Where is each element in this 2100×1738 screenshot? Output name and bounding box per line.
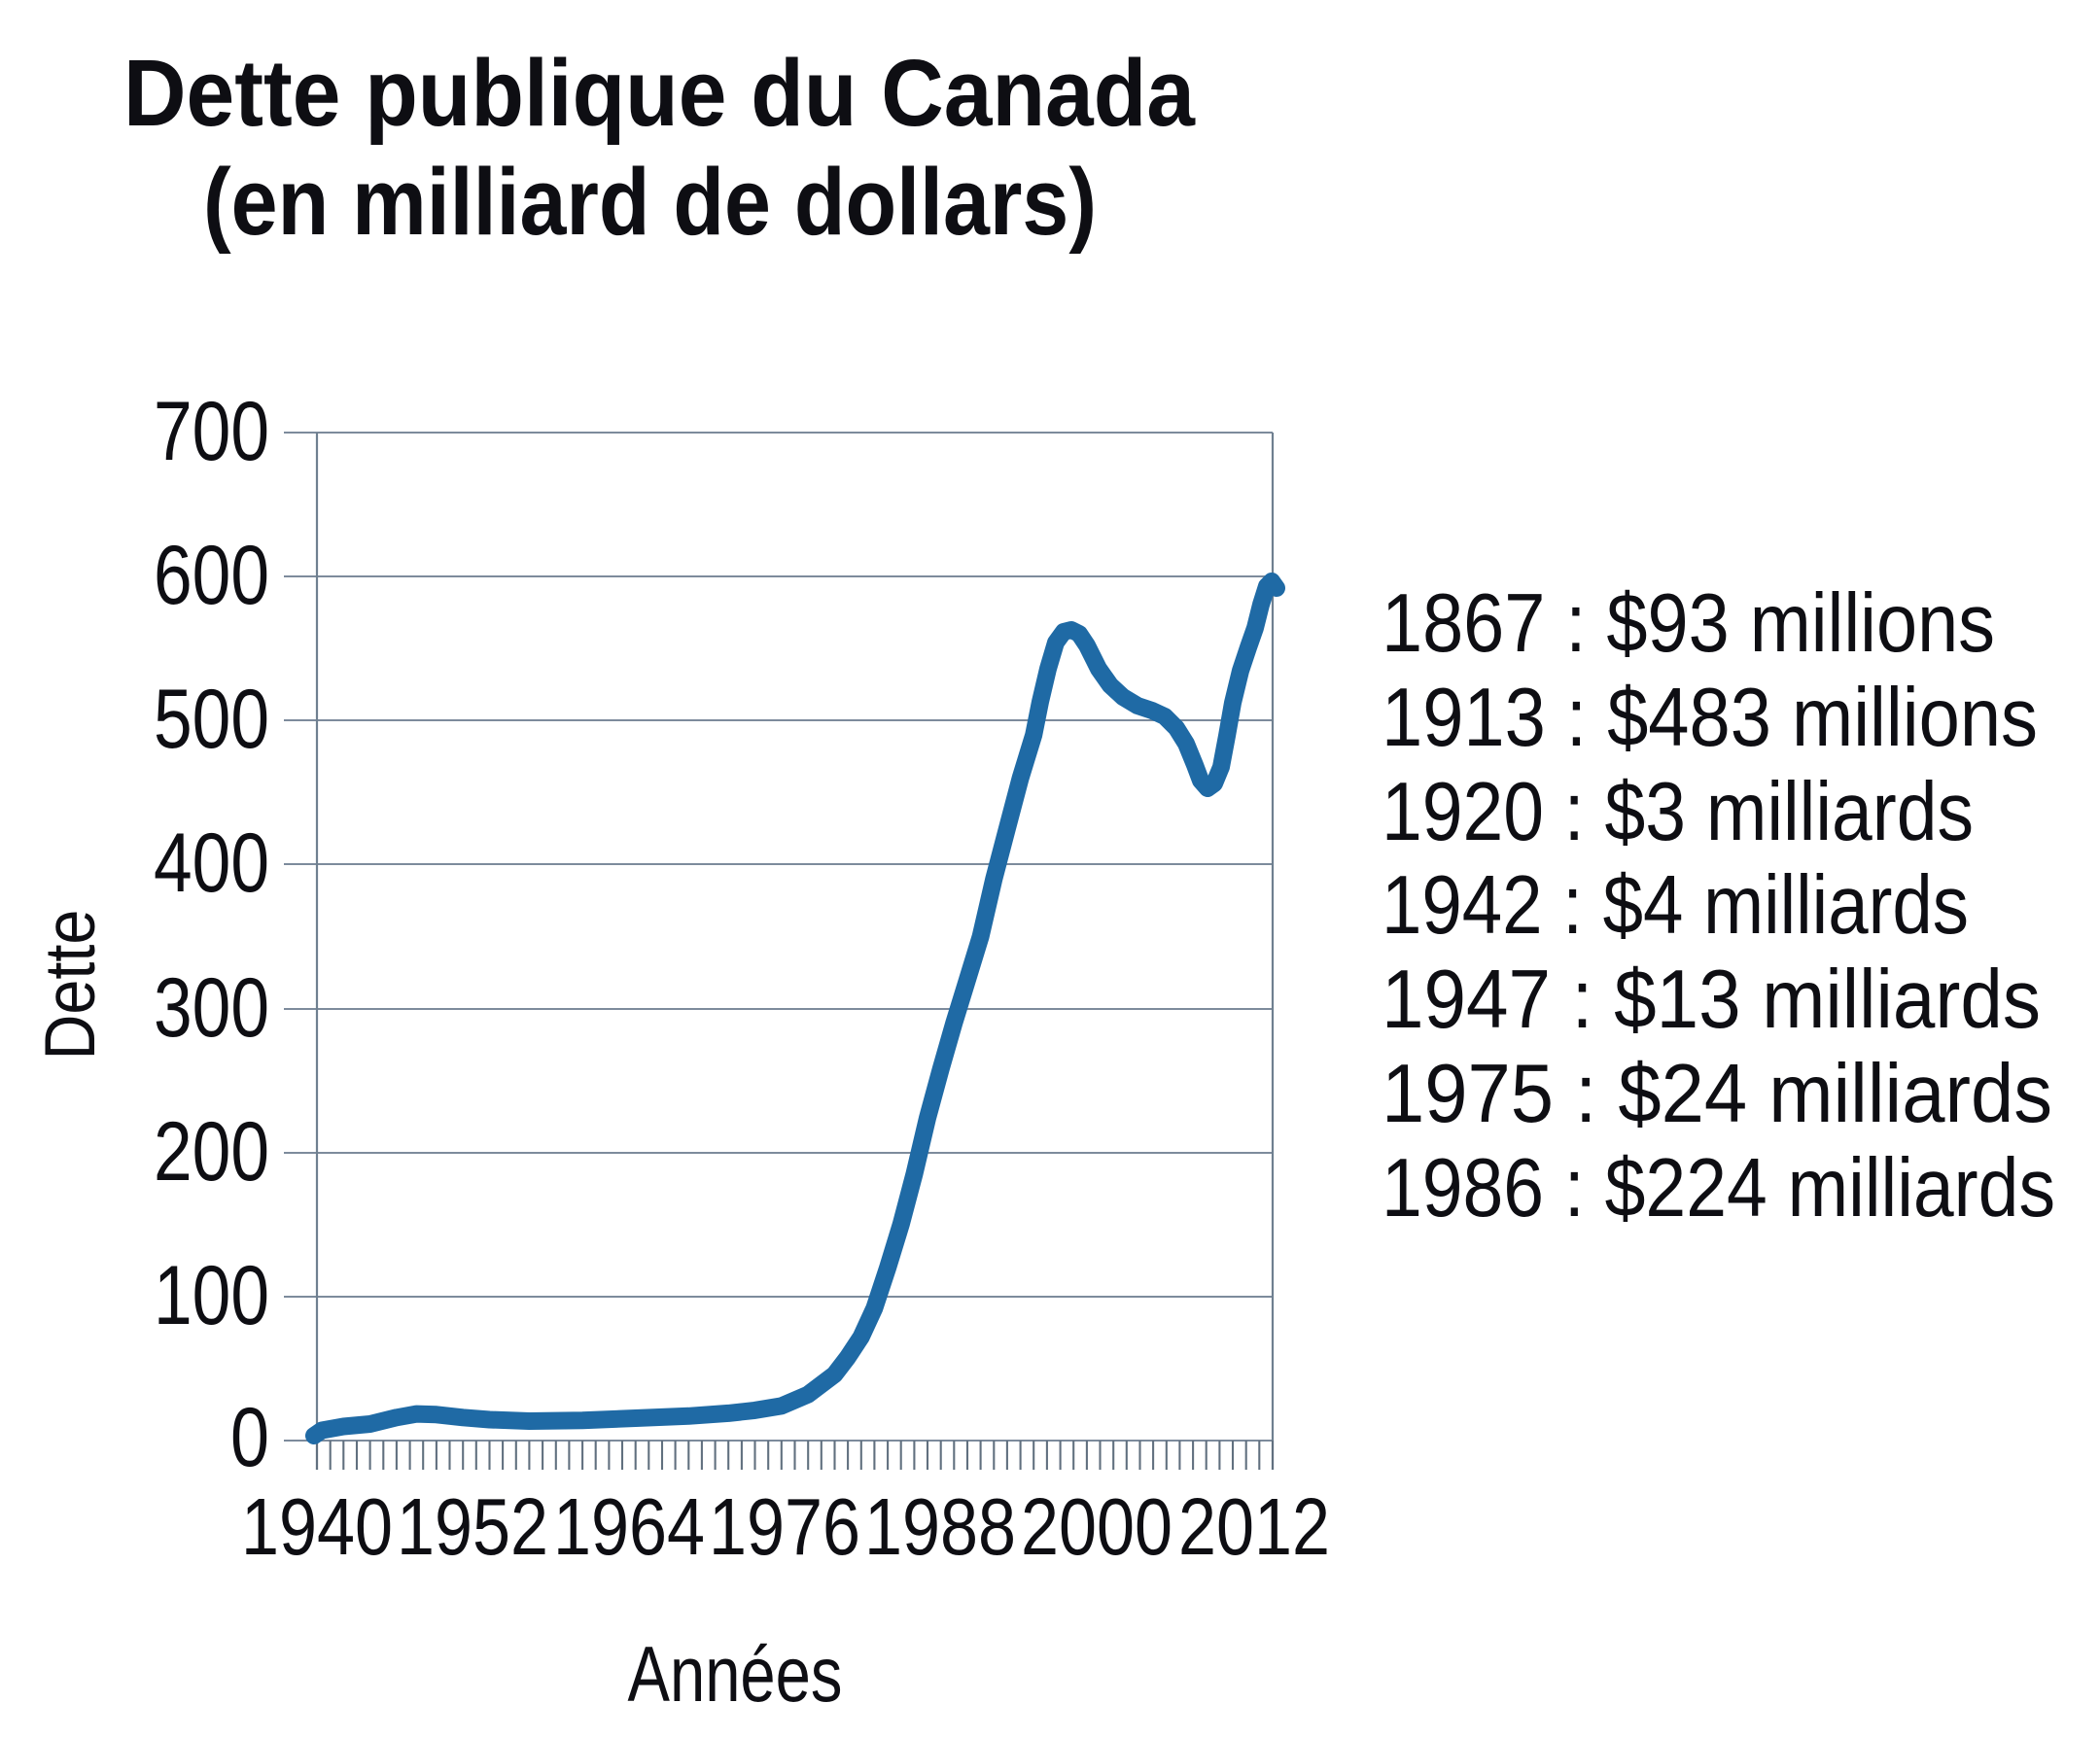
svg-text:200: 200 (154, 1105, 269, 1199)
svg-text:2000: 2000 (1021, 1481, 1172, 1572)
svg-text:1988: 1988 (864, 1481, 1016, 1572)
svg-text:1952: 1952 (397, 1481, 548, 1572)
svg-text:300: 300 (154, 961, 269, 1055)
svg-text:1964: 1964 (553, 1481, 705, 1572)
svg-text:Années: Années (628, 1631, 843, 1719)
svg-text:1942 : $4 milliards: 1942 : $4 milliards (1382, 859, 1969, 952)
svg-text:(en milliard de dollars): (en milliard de dollars) (203, 149, 1097, 255)
svg-text:1920 : $3 milliards: 1920 : $3 milliards (1382, 766, 1974, 858)
svg-text:700: 700 (154, 385, 269, 478)
svg-text:1867 : $93 millions: 1867 : $93 millions (1382, 577, 1995, 670)
svg-text:2012: 2012 (1178, 1481, 1330, 1572)
svg-text:100: 100 (154, 1249, 269, 1342)
svg-text:600: 600 (154, 529, 269, 622)
svg-text:1940: 1940 (241, 1481, 393, 1572)
svg-text:0: 0 (230, 1391, 269, 1484)
svg-text:400: 400 (154, 817, 269, 910)
svg-text:500: 500 (154, 673, 269, 766)
svg-text:1986 : $224 milliards: 1986 : $224 milliards (1382, 1142, 2055, 1234)
svg-text:Dette: Dette (31, 910, 110, 1060)
svg-text:1976: 1976 (709, 1481, 860, 1572)
svg-text:1975 : $24 milliards: 1975 : $24 milliards (1382, 1048, 2052, 1140)
svg-text:1947 : $13 milliards: 1947 : $13 milliards (1382, 954, 2041, 1046)
svg-text:Dette publique du Canada: Dette publique du Canada (123, 40, 1196, 146)
svg-text:1913 : $483 millions: 1913 : $483 millions (1382, 672, 2038, 764)
